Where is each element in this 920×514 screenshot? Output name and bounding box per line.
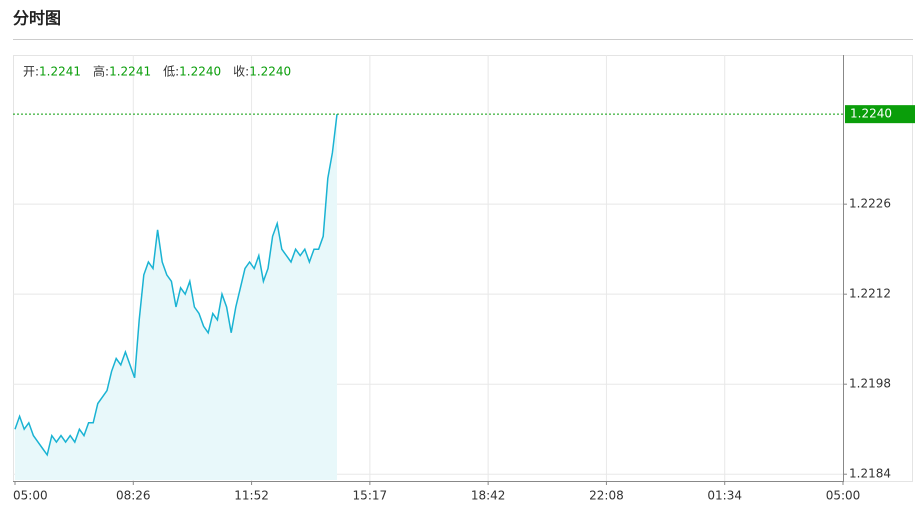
price-line <box>14 114 338 457</box>
y-tick-label: 1.2198 <box>849 377 891 391</box>
ohlc-name: 高: <box>93 64 109 79</box>
y-tick-label: 1.2184 <box>849 467 891 481</box>
ohlc-value: 1.2240 <box>249 65 291 79</box>
y-tick-label: 1.2212 <box>849 287 891 301</box>
x-tick-label: 18:42 <box>471 489 506 503</box>
x-tick-label: 01:34 <box>707 489 742 503</box>
ohlc-value: 1.2240 <box>179 65 221 79</box>
last-price-box <box>845 105 915 124</box>
ohlc-value: 1.2241 <box>109 65 151 79</box>
x-tick-label: 05:00 <box>826 489 861 503</box>
ohlc-name: 低: <box>163 65 179 79</box>
x-tick-label: 11:52 <box>234 489 269 503</box>
y-tick-label: 1.2226 <box>849 197 891 211</box>
x-tick-label: 15:17 <box>353 489 388 503</box>
x-tick-label: 22:08 <box>589 489 624 503</box>
last-price-label: 1.2240 <box>850 107 892 121</box>
area <box>15 114 337 480</box>
chart-title: 分时图 <box>13 9 61 28</box>
ohlc-value: 1.2241 <box>39 65 81 79</box>
ohlc-name: 收: <box>233 65 249 79</box>
ohlc-name: 开: <box>23 65 39 79</box>
x-tick-label: 05:00 <box>13 489 48 503</box>
x-tick-label: 08:26 <box>116 489 151 503</box>
